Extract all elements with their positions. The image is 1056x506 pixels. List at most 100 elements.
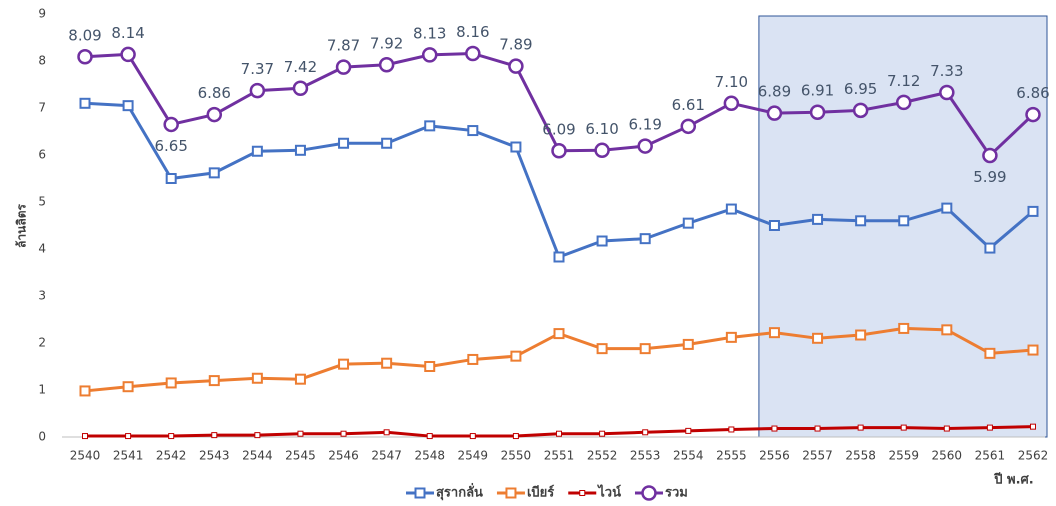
marker <box>381 357 393 369</box>
x-tick-label: 2555 <box>716 449 747 463</box>
marker <box>766 105 783 121</box>
marker <box>599 430 606 437</box>
marker <box>556 430 562 437</box>
marker <box>208 375 220 387</box>
marker <box>381 137 393 149</box>
highlight-region <box>758 15 1048 438</box>
data-label: 7.37 <box>241 60 274 78</box>
x-tick-label: 2559 <box>888 449 919 463</box>
marker <box>251 145 263 157</box>
marker <box>165 377 177 389</box>
x-tick-label: 2557 <box>802 449 833 463</box>
marker <box>82 433 88 440</box>
marker <box>249 82 266 99</box>
marker <box>900 424 907 431</box>
marker <box>1030 423 1036 430</box>
x-tick-label: 2558 <box>845 449 876 463</box>
marker <box>424 361 436 372</box>
marker <box>465 45 481 62</box>
data-label: 6.89 <box>758 83 791 101</box>
marker <box>579 490 586 496</box>
x-tick-label: 2540 <box>70 449 101 463</box>
marker <box>292 80 309 97</box>
marker <box>1027 205 1039 217</box>
marker <box>424 120 436 132</box>
legend-label: สุรากลั่น <box>436 483 483 501</box>
marker <box>467 125 479 137</box>
x-tick-label: 2562 <box>1018 449 1049 463</box>
marker <box>685 427 692 434</box>
marker <box>768 327 780 339</box>
marker <box>338 137 350 149</box>
marker <box>553 328 565 340</box>
marker <box>941 202 953 214</box>
marker <box>510 141 522 153</box>
marker <box>510 350 522 362</box>
marker <box>125 433 132 440</box>
marker <box>812 213 824 225</box>
x-axis-label: ปี พ.ศ. <box>993 472 1034 488</box>
x-tick-label: 2548 <box>414 449 445 463</box>
marker <box>728 426 735 433</box>
marker <box>508 58 524 74</box>
data-label: 7.12 <box>887 72 920 90</box>
x-tick-label: 2561 <box>975 449 1006 463</box>
marker <box>79 97 91 109</box>
marker <box>639 343 651 355</box>
marker <box>79 385 91 397</box>
marker <box>982 147 998 164</box>
data-label: 8.16 <box>456 23 489 41</box>
marker <box>206 106 223 123</box>
data-label: 7.10 <box>715 73 748 91</box>
legend-label: รวม <box>665 486 688 501</box>
marker <box>941 324 953 336</box>
marker <box>294 373 306 385</box>
data-label: 7.33 <box>930 62 963 80</box>
legend-item: ไวน์ <box>568 484 621 501</box>
marker <box>294 144 306 156</box>
marker <box>340 430 347 437</box>
marker <box>986 424 993 431</box>
data-label: 6.86 <box>1016 84 1049 102</box>
marker <box>943 425 950 432</box>
marker <box>165 173 177 184</box>
marker <box>857 424 864 431</box>
marker <box>1025 106 1041 123</box>
marker <box>122 381 134 393</box>
y-tick-label: 8 <box>38 54 46 68</box>
marker <box>383 429 390 436</box>
x-tick-label: 2556 <box>759 449 790 463</box>
y-tick-label: 2 <box>38 336 46 350</box>
y-tick-label: 9 <box>38 7 46 21</box>
y-tick-label: 1 <box>38 383 46 397</box>
x-tick-label: 2550 <box>501 449 532 463</box>
x-tick-label: 2552 <box>587 449 618 463</box>
data-label: 6.19 <box>628 116 661 134</box>
marker <box>551 143 567 159</box>
marker <box>163 116 179 133</box>
marker <box>812 332 824 344</box>
y-tick-label: 7 <box>38 101 46 115</box>
legend-item: รวม <box>634 485 688 501</box>
marker <box>639 233 651 245</box>
marker <box>251 372 263 384</box>
x-tick-label: 2554 <box>673 449 704 463</box>
y-tick-label: 4 <box>38 242 46 256</box>
marker <box>898 322 910 334</box>
marker <box>1027 344 1039 356</box>
marker <box>512 433 519 440</box>
legend-label: เบียร์ <box>527 485 554 501</box>
marker <box>723 95 740 112</box>
marker <box>594 142 610 159</box>
marker <box>855 329 867 341</box>
marker <box>682 217 694 229</box>
marker <box>852 102 869 119</box>
marker <box>211 432 218 439</box>
marker <box>725 331 737 343</box>
marker <box>120 46 136 63</box>
data-label: 8.09 <box>68 26 101 44</box>
data-label: 7.42 <box>284 58 317 76</box>
x-tick-label: 2560 <box>932 449 963 463</box>
marker <box>414 487 426 499</box>
